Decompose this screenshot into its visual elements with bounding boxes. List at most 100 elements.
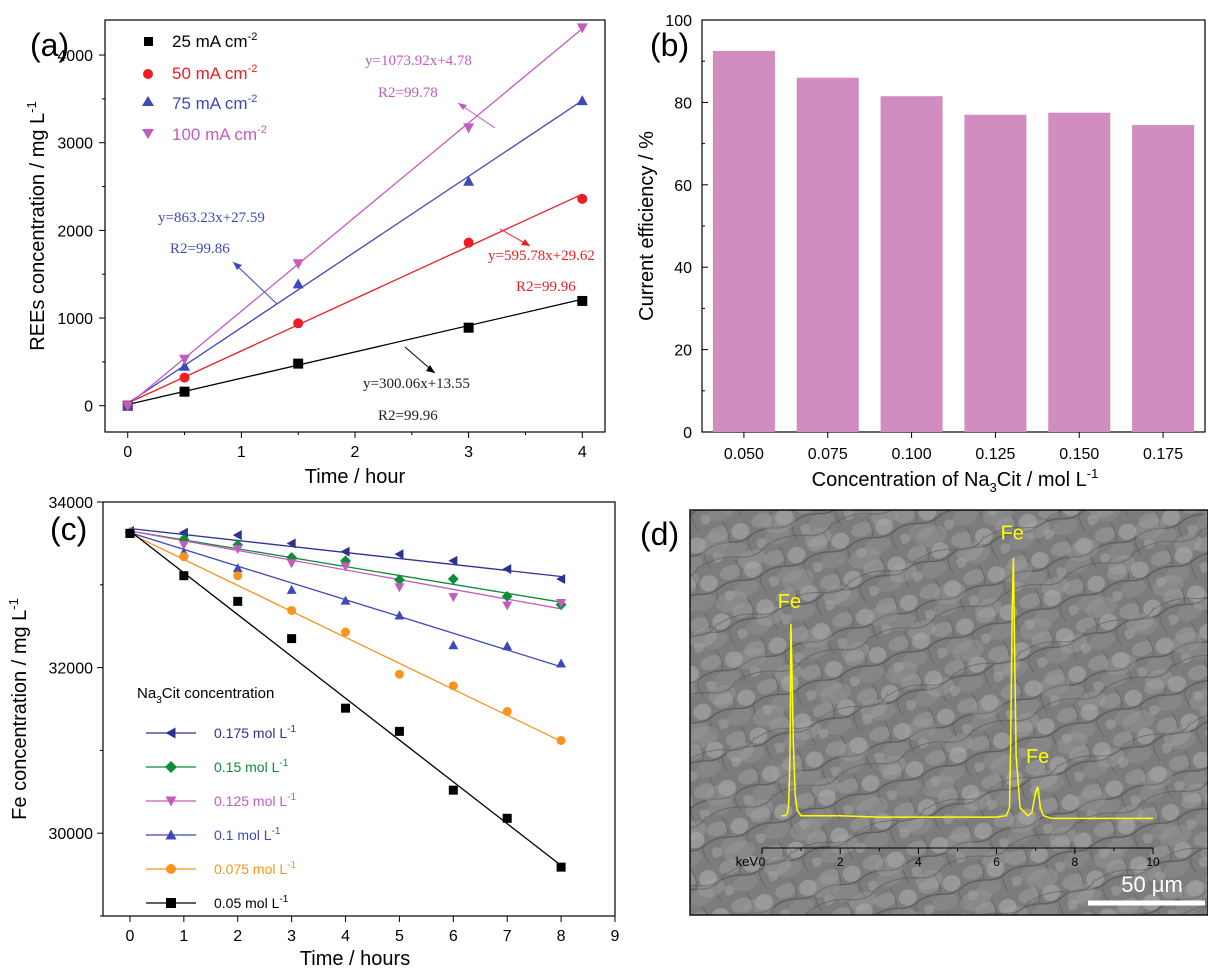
data-point	[232, 545, 243, 555]
data-point	[502, 564, 512, 575]
x-tick-label: 9	[611, 928, 620, 945]
legend-label: 0.075 mol L-1	[214, 860, 297, 877]
data-point	[556, 658, 567, 668]
data-point	[341, 703, 351, 713]
spectrum-axis-label: keV	[736, 854, 759, 869]
y-tick-label: 0	[683, 425, 692, 442]
annotation-75: y=863.23x+27.59 R2=99.86	[158, 210, 278, 305]
data-point	[448, 555, 458, 566]
legend-marker	[143, 69, 153, 79]
spectrum-tick-label: 6	[993, 855, 1000, 869]
fit-r2-50: R2=99.96	[516, 279, 576, 295]
legend-label: 0.05 mol L-1	[214, 894, 289, 911]
y-tick-label: 1000	[57, 311, 93, 328]
y-tick-label: 30000	[49, 826, 94, 843]
data-point	[502, 641, 513, 651]
data-point	[122, 401, 134, 412]
y-tick-label: 3000	[57, 136, 93, 153]
y-axis-title-a: REEs concentration / mg L-1	[24, 101, 49, 350]
x-tick-label: 2	[351, 444, 360, 461]
data-point	[463, 175, 475, 186]
x-tick-label: 5	[395, 928, 404, 945]
legend-item-50: 50 mA cm-2	[143, 63, 257, 83]
legend-item: 0.075 mol L-1	[146, 860, 297, 877]
x-tick-label: 1	[179, 928, 188, 945]
annotation-arrowhead	[426, 365, 435, 373]
data-point	[447, 573, 459, 585]
data-point	[502, 706, 512, 716]
legend-label: 100 mA cm-2	[172, 124, 267, 144]
annotation-arrow-75	[232, 261, 278, 305]
legend-marker	[166, 864, 176, 874]
y-tick-label: 4000	[57, 48, 93, 65]
x-tick-label: 4	[341, 928, 350, 945]
fit-line	[127, 193, 583, 404]
data-point	[394, 583, 405, 593]
data-point	[292, 259, 304, 270]
legend-label: 75 mA cm-2	[172, 93, 257, 113]
fit-r2-25: R2=99.96	[378, 408, 438, 424]
data-point	[293, 358, 304, 369]
y-tick-label: 2000	[57, 223, 93, 240]
data-point	[394, 726, 404, 736]
x-axis-title-a: Time / hour	[305, 466, 406, 488]
legend-label: 0.175 mol L-1	[214, 724, 297, 741]
data-point	[448, 785, 458, 795]
data-point	[448, 593, 459, 603]
sem-micrograph-overlay	[690, 510, 1208, 915]
data-point	[292, 278, 304, 289]
data-point	[232, 563, 243, 573]
bar	[964, 114, 1027, 432]
legend-item: 0.15 mol L-1	[146, 758, 289, 775]
spectrum-line	[781, 557, 1153, 820]
x-tick-label: 0.075	[808, 446, 848, 463]
data-point	[286, 584, 297, 594]
annotation-arrowhead	[233, 262, 242, 270]
data-point	[340, 595, 351, 605]
x-tick-label: 4	[578, 444, 587, 461]
panel-label-c: (c)	[50, 511, 87, 547]
panel-label-a: (a)	[30, 27, 69, 63]
data-point	[394, 549, 404, 560]
bars-b	[712, 50, 1195, 433]
legend-marker	[165, 829, 177, 840]
panel-label-d: (d)	[640, 516, 679, 552]
data-point	[463, 237, 474, 248]
legend-marker	[142, 96, 154, 106]
fit-line	[127, 28, 583, 406]
data-point	[394, 610, 405, 620]
data-point	[287, 605, 297, 615]
y-axis-title-c: Fe concentration / mg L-1	[6, 598, 31, 820]
data-point	[576, 23, 588, 34]
data-point	[179, 372, 190, 383]
fit-line	[129, 532, 562, 742]
annotation-arrowhead	[458, 103, 467, 110]
legend-item: 0.05 mol L-1	[146, 894, 289, 911]
x-tick-label: 0	[125, 928, 134, 945]
x-tick-label: 1	[237, 444, 246, 461]
legend-label: 0.125 mol L-1	[214, 792, 297, 809]
legend-label: 0.1 mol L-1	[214, 826, 281, 843]
data-point	[448, 640, 459, 650]
peak-label: Fe	[1026, 746, 1049, 768]
data-point	[340, 562, 351, 572]
spectrum-tick-label: 0	[759, 855, 766, 869]
axis-ticks-a: 0 1 2 3 4 0 1000 2000 3000 4000	[57, 48, 586, 461]
fit-r2-75: R2=99.86	[170, 241, 230, 257]
data-point	[286, 559, 297, 569]
bar	[712, 50, 775, 433]
data-point	[179, 571, 189, 581]
fit-equation-25: y=300.06x+13.55	[363, 376, 470, 392]
y-tick-label: 40	[674, 260, 692, 277]
data-point	[577, 193, 588, 204]
eds-spectrum: 0 2 4 6 8 10 keV Fe Fe Fe	[736, 522, 1160, 869]
legend-item: 0.125 mol L-1	[146, 792, 297, 809]
y-axis-title-b: Current efficiency / %	[636, 131, 658, 321]
y-tick-label: 80	[674, 95, 692, 112]
data-point	[577, 295, 588, 306]
data-point	[448, 681, 458, 691]
fit-line	[129, 530, 562, 867]
x-tick-label: 0.175	[1143, 446, 1183, 463]
data-point	[178, 527, 188, 538]
